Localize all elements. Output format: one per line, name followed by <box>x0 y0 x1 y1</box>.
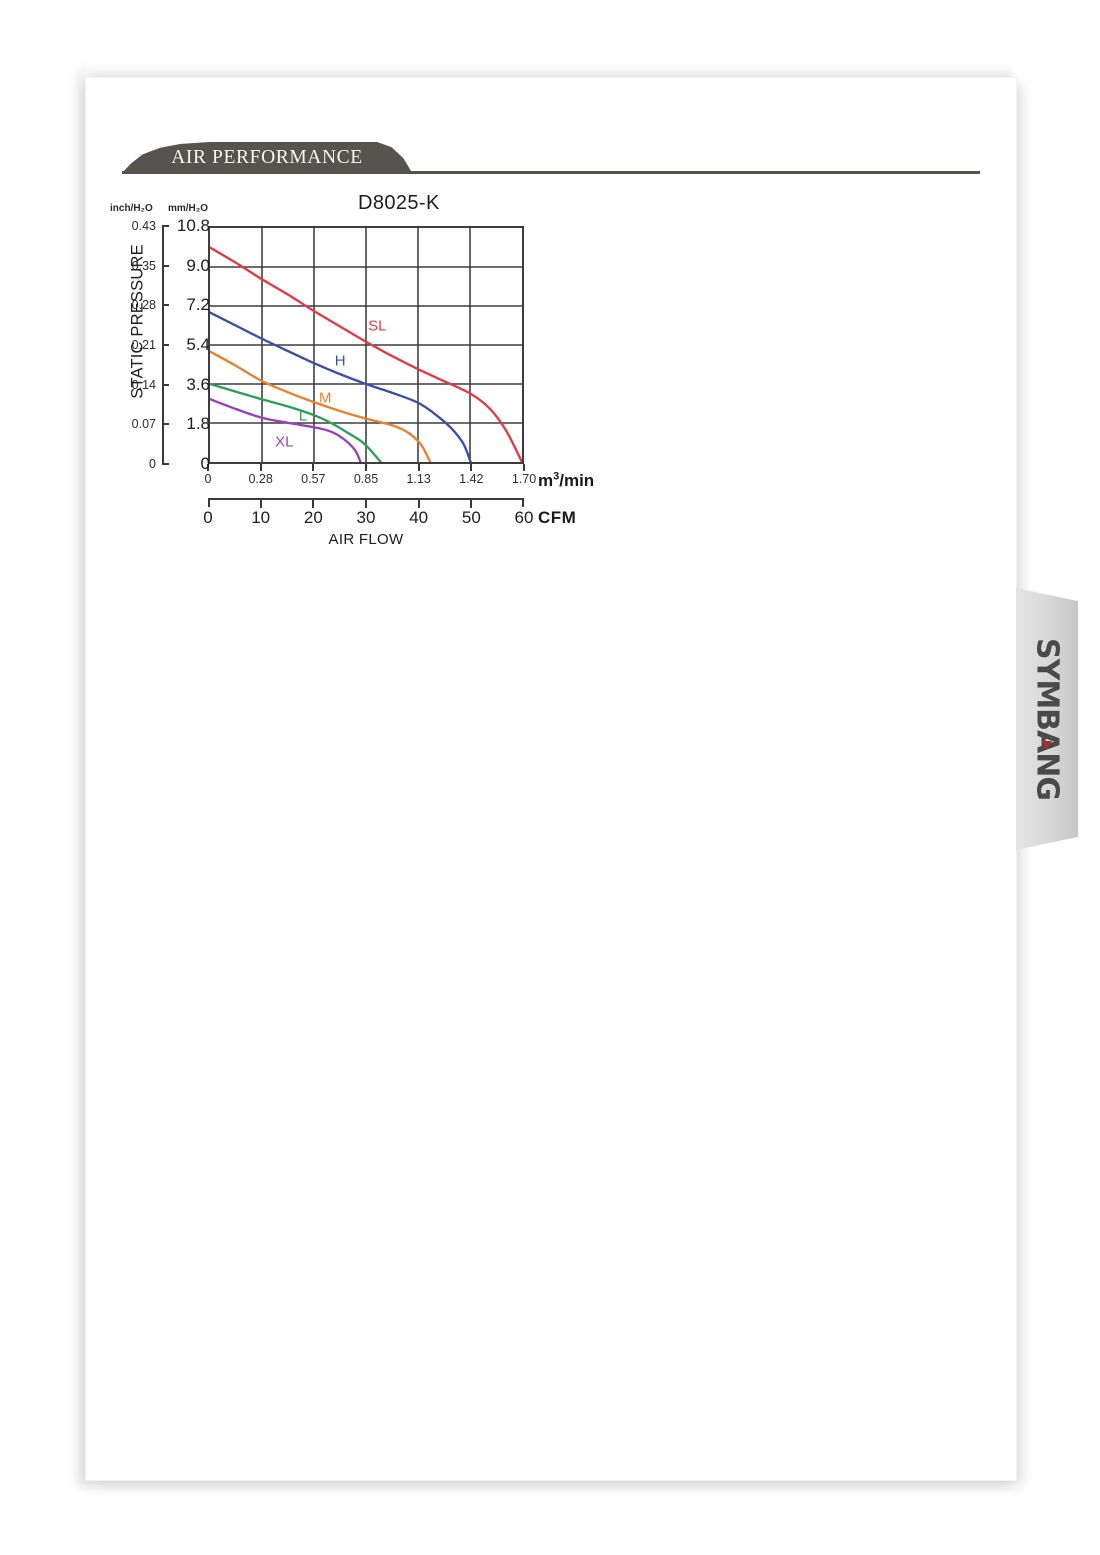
y-tick-inch-0: 0.43 <box>131 219 156 233</box>
header-divider-rule <box>122 171 980 174</box>
x-tick-cfm-3: 30 <box>356 508 376 527</box>
y-tick-mark-inch-5 <box>162 423 169 426</box>
x-tick-mark-m3min-1 <box>259 464 262 471</box>
x-tick-mark-cfm-4 <box>417 500 420 508</box>
x-tick-m3min-4: 1.13 <box>406 472 431 486</box>
x-tick-cfm-5: 50 <box>461 508 481 527</box>
x-axis-m3min: 0 0.28 0.57 0.85 1.13 1.42 1.70 <box>205 464 536 486</box>
section-header-label: AIR PERFORMANCE <box>171 147 363 168</box>
y-tick-mark-inch-2 <box>162 304 169 307</box>
x-tick-mark-m3min-2 <box>312 464 315 471</box>
y-axis-inch-tick-labels: 0.43 0.35 0.28 0.21 0.14 0.07 0 <box>106 192 156 547</box>
y-tick-mm-6: 0 <box>200 454 210 473</box>
air-performance-chart: D8025-K inch/H₂O mm/H₂O STATIC PRESSURE … <box>100 192 630 548</box>
y-tick-mark-inch-1 <box>162 264 169 267</box>
brand-logo-text: SYMBANG <box>1029 638 1065 800</box>
x-tick-cfm-0: 0 <box>203 508 213 527</box>
x-tick-cfm-1: 10 <box>251 508 271 527</box>
x-tick-m3min-1: 0.28 <box>248 472 273 486</box>
x-axis-secondary-unit-label: CFM <box>538 508 577 527</box>
y-tick-mm-4: 3.6 <box>186 374 210 394</box>
chart-title: D8025-K <box>358 192 440 214</box>
x-tick-mark-cfm-1 <box>259 500 262 508</box>
y-tick-inch-2: 0.28 <box>131 298 156 313</box>
chart-plot-area: SL H M L XL <box>208 226 524 464</box>
x-tick-mark-m3min-0 <box>207 464 209 471</box>
x-tick-mark-m3min-5 <box>470 464 473 471</box>
x-axis-primary-unit-label: m3/min <box>538 470 594 491</box>
x-tick-mark-m3min-3 <box>365 464 367 471</box>
y-axis-secondary-unit-label: mm/H₂O <box>168 203 209 214</box>
section-header-banner: AIR PERFORMANCE <box>122 140 412 173</box>
x-tick-mark-m3min-6 <box>523 464 525 471</box>
banner-shape <box>122 141 412 173</box>
y-tick-mm-0: 10.8 <box>176 216 210 235</box>
x-tick-mark-m3min-4 <box>417 464 420 471</box>
x-tick-m3min-6: 1.70 <box>511 472 537 486</box>
x-tick-cfm-4: 40 <box>409 508 429 527</box>
y-tick-inch-3: 0.21 <box>131 338 156 352</box>
x-tick-cfm-6: 60 <box>514 508 534 527</box>
x-tick-mark-cfm-2 <box>312 500 315 508</box>
chart-gridlines <box>210 228 522 462</box>
y-tick-mm-1: 9.0 <box>186 255 210 275</box>
y-tick-inch-5: 0.07 <box>131 417 156 432</box>
y-tick-inch-1: 0.35 <box>131 258 156 273</box>
y-tick-mark-inch-0 <box>162 225 169 227</box>
x-tick-m3min-2: 0.57 <box>301 472 326 486</box>
chart-series-curves <box>210 246 522 462</box>
x-tick-m3min-5: 1.42 <box>459 472 484 486</box>
brand-accent-triangle-icon <box>1042 741 1052 749</box>
y-tick-mm-5: 1.8 <box>186 414 210 434</box>
y-tick-mark-inch-3 <box>162 344 169 346</box>
y-axis-primary-unit-label: inch/H₂O <box>110 203 153 214</box>
y-tick-inch-6: 0 <box>149 457 156 471</box>
x-tick-mark-cfm-3 <box>365 500 367 508</box>
x-tick-cfm-2: 20 <box>303 508 323 527</box>
y-tick-inch-4: 0.14 <box>131 377 156 392</box>
x-axis-title: AIR FLOW <box>328 531 404 548</box>
x-axis-cfm-cap-right <box>522 498 524 507</box>
x-tick-m3min-3: 0.85 <box>353 472 379 486</box>
y-tick-mm-3: 5.4 <box>186 335 210 354</box>
x-axis-cfm-rule <box>208 498 524 500</box>
x-tick-mark-cfm-5 <box>470 500 473 508</box>
y-tick-mark-inch-6 <box>162 463 169 465</box>
x-tick-m3min-0: 0 <box>204 472 212 486</box>
brand-side-tab: SYMBANG <box>1016 588 1078 850</box>
x-unit-m3-text: m3/min <box>538 470 595 490</box>
y-tick-mark-inch-4 <box>162 383 169 386</box>
x-axis-cfm-cap-left <box>208 498 210 507</box>
y-tick-mm-2: 7.2 <box>186 295 210 315</box>
